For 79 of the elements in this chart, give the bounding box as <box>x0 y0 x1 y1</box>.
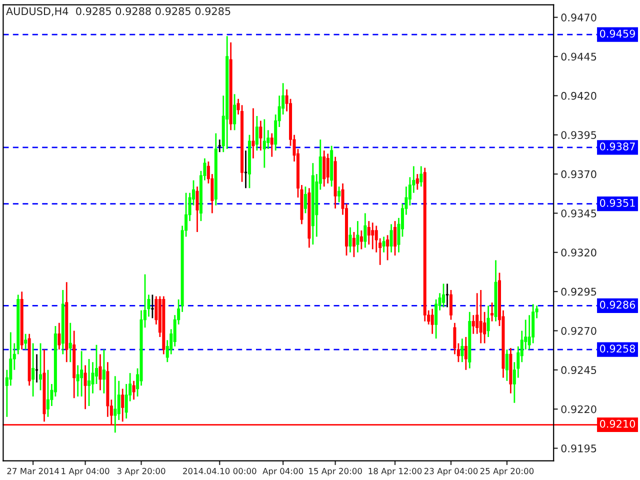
x-tick-label: 18 Apr 12:00 <box>368 468 422 476</box>
candlestick <box>453 322 456 355</box>
chart-title: AUDUSD,H4 0.9285 0.9288 0.9285 0.9285 <box>6 7 230 16</box>
x-tick-label: 2014.04.10 00:00 <box>183 468 256 474</box>
candlestick <box>80 350 84 398</box>
candlestick <box>490 302 494 322</box>
candlestick <box>255 115 258 152</box>
candlestick <box>386 234 390 261</box>
candlestick <box>449 289 452 320</box>
candlestick <box>430 308 434 335</box>
candlestick <box>121 388 124 422</box>
y-tick-label: 0.9445 <box>561 52 596 61</box>
candlestick <box>371 222 374 250</box>
ref-line-label: 0.9351 <box>600 198 635 207</box>
candlestick <box>356 220 360 254</box>
candlestick <box>364 212 367 248</box>
candlestick <box>394 220 397 256</box>
y-tick-label: 0.9195 <box>561 444 596 452</box>
candlestick <box>360 230 363 250</box>
candlestick <box>338 186 341 203</box>
ref-line-label: 0.9258 <box>600 344 636 353</box>
candlestick <box>114 375 117 434</box>
candlestick <box>84 364 87 410</box>
candlestick <box>132 380 136 400</box>
candlestick <box>322 150 326 188</box>
candlestick <box>382 236 386 254</box>
candlestick <box>486 304 490 338</box>
x-tick-label: 3 Apr 20:00 <box>117 468 166 476</box>
candlestick <box>262 118 266 168</box>
candlestick <box>390 223 393 254</box>
x-tick-label: 1 Apr 04:00 <box>62 468 110 476</box>
ref-line-label: 0.9286 <box>600 300 636 309</box>
candlestick <box>460 338 464 363</box>
candlestick <box>34 354 39 384</box>
candlestick <box>505 348 508 382</box>
candlestick <box>58 322 61 350</box>
candlestick <box>233 93 236 131</box>
candlestick <box>68 322 72 363</box>
y-tick-label: 0.9295 <box>561 288 596 296</box>
y-tick-label: 0.9395 <box>561 131 596 139</box>
candlestick <box>326 152 330 184</box>
candlestick <box>352 231 356 258</box>
candlestick <box>348 226 352 254</box>
candlestick <box>442 283 446 308</box>
candlestick <box>304 186 307 214</box>
candlestick <box>32 342 35 398</box>
x-tick-label: Apr 04:00 <box>262 468 304 476</box>
x-tick-label: 25 Apr 20:00 <box>480 468 534 476</box>
candlestick <box>420 166 423 188</box>
candlestick <box>98 354 102 391</box>
y-tick-label: 0.9320 <box>561 248 596 256</box>
candlestick <box>252 108 255 160</box>
candlestick <box>445 283 450 308</box>
candlestick <box>270 132 274 158</box>
y-tick-label: 0.9420 <box>561 92 596 100</box>
candlestick <box>88 358 91 407</box>
candlestick <box>479 289 482 344</box>
candlestick <box>196 186 199 233</box>
candlestick <box>464 336 468 371</box>
candlestick <box>46 369 50 418</box>
candlestick <box>259 120 262 152</box>
candlestick <box>39 342 42 391</box>
y-tick-label: 0.9220 <box>561 405 596 414</box>
x-tick-label: 27 Mar 2014 <box>7 468 59 474</box>
ref-line-label: 0.9210 <box>600 420 636 428</box>
candlestick <box>472 314 475 335</box>
x-tick-label: 15 Apr 20:00 <box>309 468 362 476</box>
ref-line-label: 0.9387 <box>600 142 635 150</box>
candlestick <box>24 333 28 350</box>
ref-line-label: 0.9459 <box>600 30 635 38</box>
y-tick-label: 0.9245 <box>561 366 596 374</box>
y-tick-label: 0.9345 <box>561 209 596 218</box>
candlestick <box>416 173 419 190</box>
candlestick <box>367 220 370 246</box>
candlestick <box>102 348 106 394</box>
y-tick-label: 0.9270 <box>561 326 596 335</box>
x-tick-label: 23 Apr 04:00 <box>424 468 478 476</box>
y-tick-label: 0.9470 <box>561 14 596 22</box>
y-tick-label: 0.9370 <box>561 170 596 178</box>
